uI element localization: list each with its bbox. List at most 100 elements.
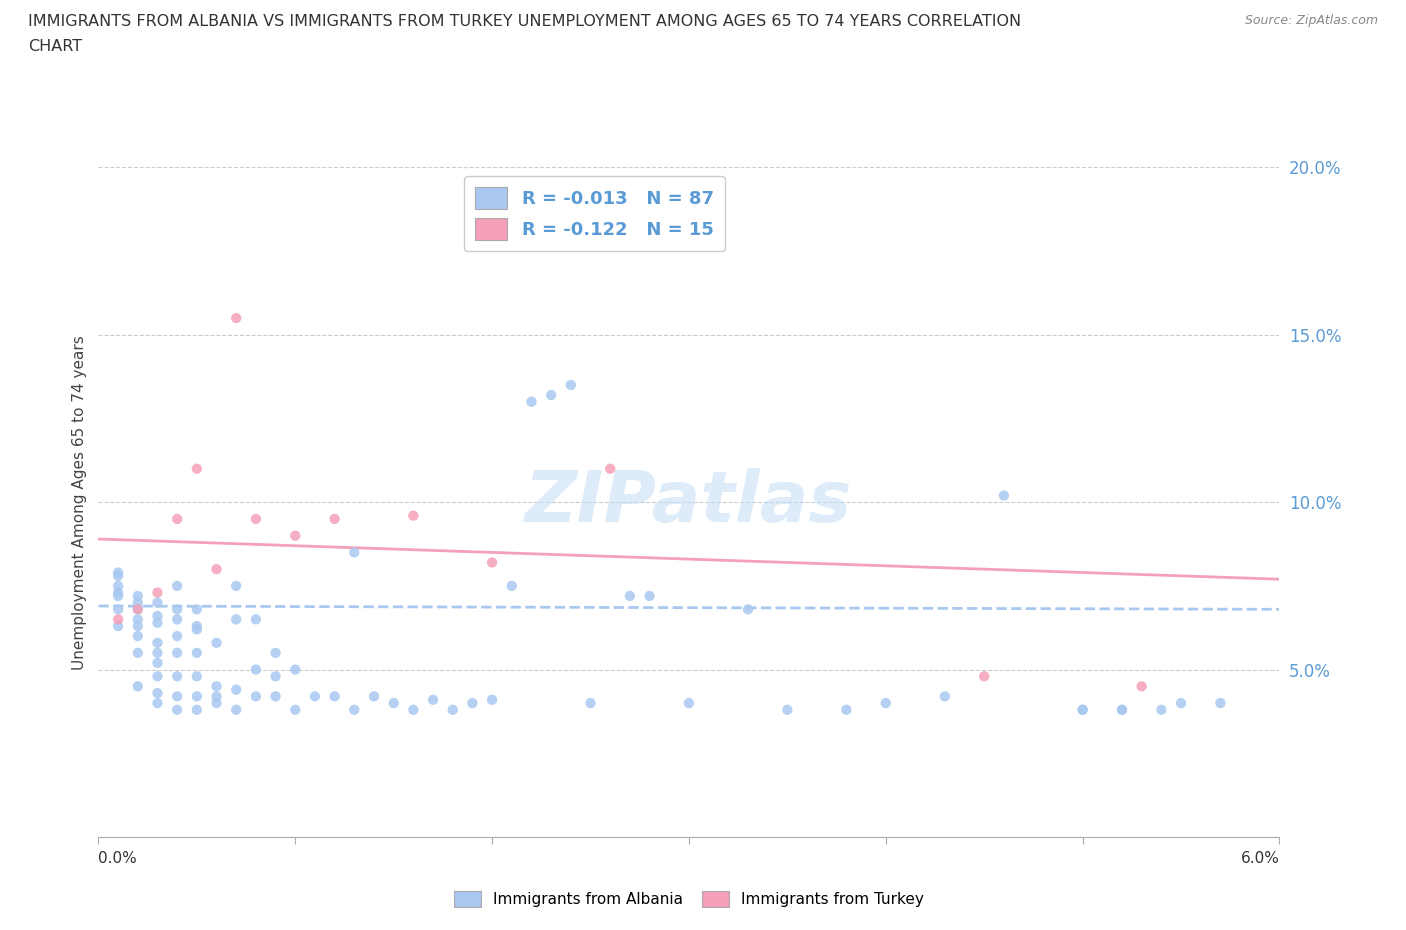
Point xyxy=(186,622,208,637)
Point xyxy=(1130,679,1153,694)
Point xyxy=(107,585,129,600)
Point xyxy=(127,612,149,627)
Point xyxy=(225,311,247,325)
Text: 6.0%: 6.0% xyxy=(1240,851,1279,866)
Text: ZIPatlas: ZIPatlas xyxy=(526,468,852,537)
Point xyxy=(264,645,287,660)
Point xyxy=(343,545,366,560)
Point xyxy=(127,629,149,644)
Point xyxy=(225,612,247,627)
Point xyxy=(520,394,543,409)
Point xyxy=(540,388,562,403)
Point xyxy=(422,692,444,707)
Point xyxy=(127,602,149,617)
Text: IMMIGRANTS FROM ALBANIA VS IMMIGRANTS FROM TURKEY UNEMPLOYMENT AMONG AGES 65 TO : IMMIGRANTS FROM ALBANIA VS IMMIGRANTS FR… xyxy=(28,14,1021,29)
Point xyxy=(127,595,149,610)
Point xyxy=(146,595,169,610)
Point xyxy=(107,568,129,583)
Point xyxy=(205,635,228,650)
Point xyxy=(107,602,129,617)
Point xyxy=(146,608,169,623)
Point xyxy=(146,656,169,671)
Point xyxy=(245,689,267,704)
Point xyxy=(776,702,799,717)
Point xyxy=(737,602,759,617)
Point xyxy=(186,618,208,633)
Point xyxy=(166,645,188,660)
Point xyxy=(264,669,287,684)
Point xyxy=(107,589,129,604)
Point xyxy=(245,612,267,627)
Point xyxy=(1071,702,1094,717)
Point xyxy=(225,578,247,593)
Point xyxy=(638,589,661,604)
Point xyxy=(1071,702,1094,717)
Point xyxy=(304,689,326,704)
Point xyxy=(1150,702,1173,717)
Point xyxy=(146,635,169,650)
Point xyxy=(166,689,188,704)
Point xyxy=(107,612,129,627)
Point xyxy=(560,378,582,392)
Point xyxy=(835,702,858,717)
Point xyxy=(127,602,149,617)
Point xyxy=(481,555,503,570)
Point xyxy=(973,669,995,684)
Point xyxy=(146,585,169,600)
Text: CHART: CHART xyxy=(28,39,82,54)
Point xyxy=(284,662,307,677)
Point xyxy=(186,702,208,717)
Point xyxy=(107,578,129,593)
Text: 0.0%: 0.0% xyxy=(98,851,138,866)
Point xyxy=(166,512,188,526)
Point xyxy=(402,508,425,523)
Point xyxy=(186,669,208,684)
Point xyxy=(186,602,208,617)
Point xyxy=(875,696,897,711)
Point xyxy=(1170,696,1192,711)
Point xyxy=(146,685,169,700)
Point xyxy=(166,578,188,593)
Point xyxy=(382,696,405,711)
Point xyxy=(363,689,385,704)
Point xyxy=(186,689,208,704)
Point xyxy=(127,618,149,633)
Point xyxy=(146,616,169,631)
Point xyxy=(284,528,307,543)
Point xyxy=(166,629,188,644)
Point xyxy=(166,612,188,627)
Point xyxy=(205,696,228,711)
Point xyxy=(461,696,484,711)
Point xyxy=(441,702,464,717)
Point xyxy=(1111,702,1133,717)
Point xyxy=(166,669,188,684)
Point xyxy=(993,488,1015,503)
Point xyxy=(579,696,602,711)
Point xyxy=(599,461,621,476)
Point xyxy=(166,602,188,617)
Point xyxy=(284,702,307,717)
Point xyxy=(127,589,149,604)
Point xyxy=(205,689,228,704)
Point xyxy=(501,578,523,593)
Y-axis label: Unemployment Among Ages 65 to 74 years: Unemployment Among Ages 65 to 74 years xyxy=(72,335,87,670)
Point xyxy=(205,562,228,577)
Point xyxy=(323,689,346,704)
Point xyxy=(107,565,129,580)
Point xyxy=(127,679,149,694)
Point xyxy=(127,645,149,660)
Point xyxy=(619,589,641,604)
Point xyxy=(481,692,503,707)
Point xyxy=(146,696,169,711)
Point xyxy=(166,702,188,717)
Point xyxy=(186,645,208,660)
Point xyxy=(245,662,267,677)
Legend: Immigrants from Albania, Immigrants from Turkey: Immigrants from Albania, Immigrants from… xyxy=(447,884,931,913)
Point xyxy=(146,669,169,684)
Legend: R = -0.013   N = 87, R = -0.122   N = 15: R = -0.013 N = 87, R = -0.122 N = 15 xyxy=(464,177,724,251)
Point xyxy=(107,618,129,633)
Point xyxy=(264,689,287,704)
Point xyxy=(225,702,247,717)
Point xyxy=(1209,696,1232,711)
Point xyxy=(343,702,366,717)
